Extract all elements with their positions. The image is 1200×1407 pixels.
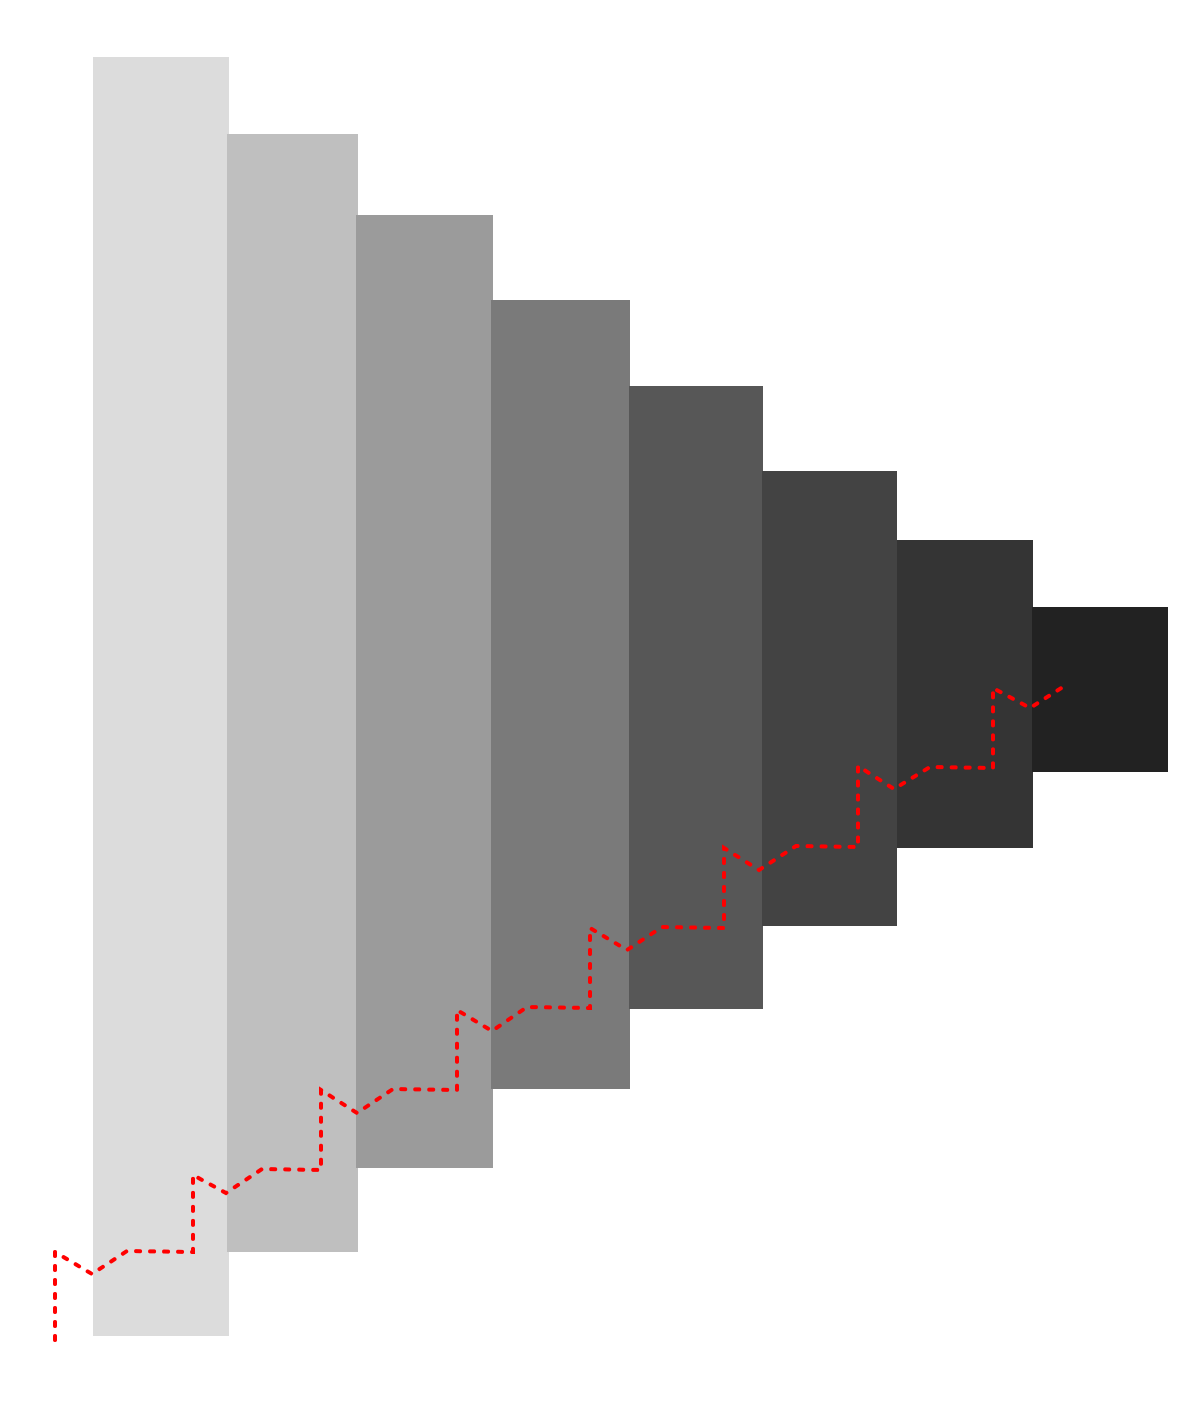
band-6 (762, 471, 897, 926)
band-1 (93, 57, 229, 1336)
band-2 (227, 134, 358, 1252)
band-5 (629, 386, 763, 1009)
band-8 (1032, 607, 1168, 772)
band-7 (897, 540, 1033, 848)
band-4 (491, 300, 630, 1089)
band-3 (356, 215, 493, 1168)
bands-group (93, 57, 1168, 1336)
dotted-staircase-path (53, 683, 1068, 1342)
